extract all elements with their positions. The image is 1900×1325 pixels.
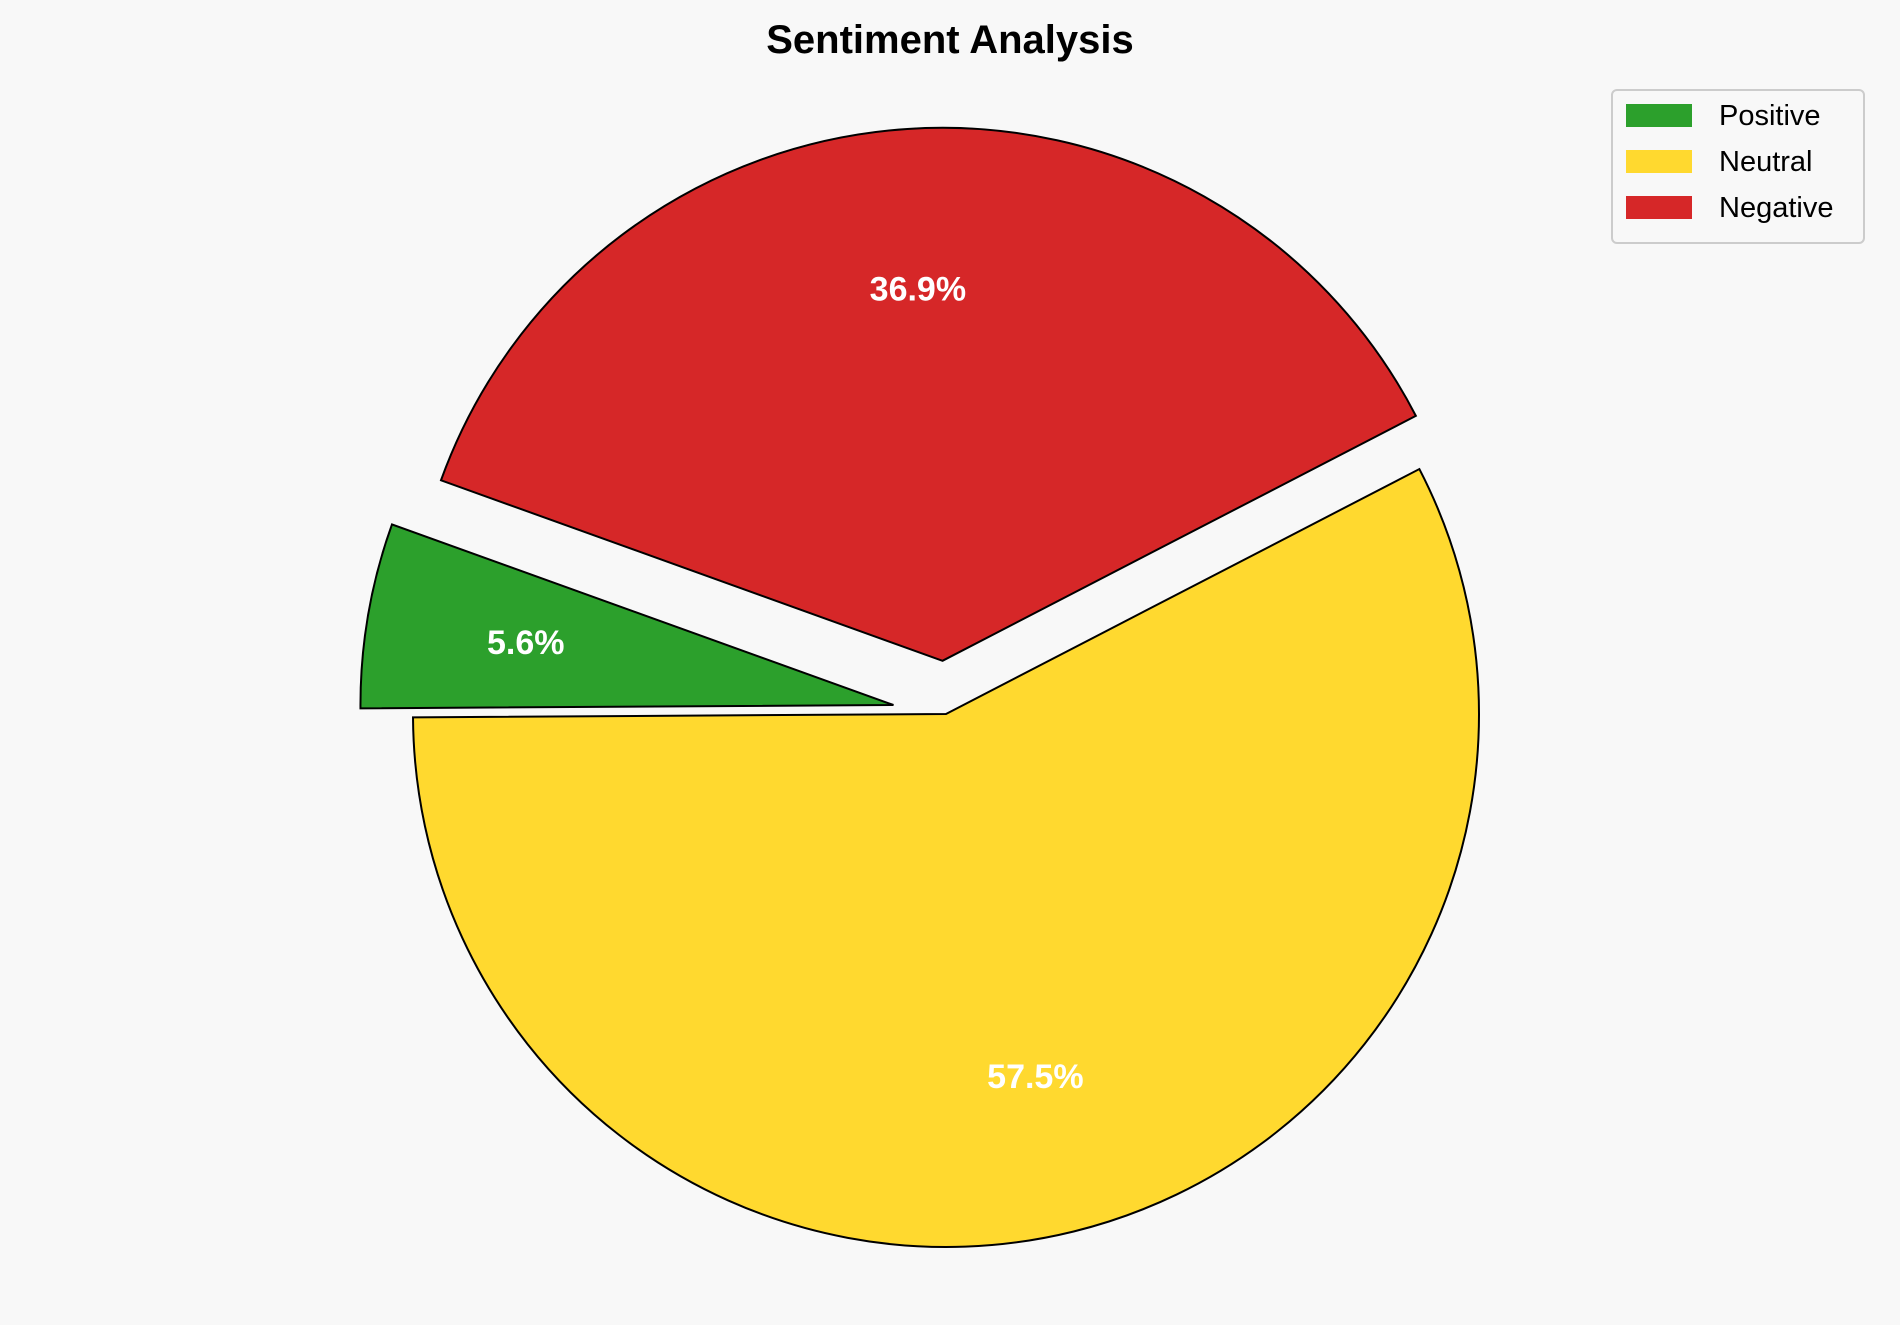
slice-positive [359, 523, 894, 710]
legend-label-positive: Positive [1719, 100, 1821, 132]
legend-label-neutral: Neutral [1719, 146, 1813, 178]
slice-neutral [412, 467, 1480, 1248]
legend-swatch-negative [1626, 196, 1692, 219]
legend-swatch-neutral [1626, 150, 1692, 173]
slices [359, 126, 1480, 1248]
value-label-neutral: 57.5% [987, 1058, 1083, 1096]
legend: Positive Neutral Negative [1611, 89, 1865, 244]
value-labels: 5.6% 57.5% 36.9% [487, 271, 1084, 1097]
slice-negative [439, 126, 1418, 662]
chart-title: Sentiment Analysis [766, 18, 1134, 62]
value-label-negative: 36.9% [870, 271, 966, 309]
legend-label-negative: Negative [1719, 192, 1833, 224]
legend-swatch-positive [1626, 104, 1692, 127]
value-label-positive: 5.6% [487, 624, 565, 662]
